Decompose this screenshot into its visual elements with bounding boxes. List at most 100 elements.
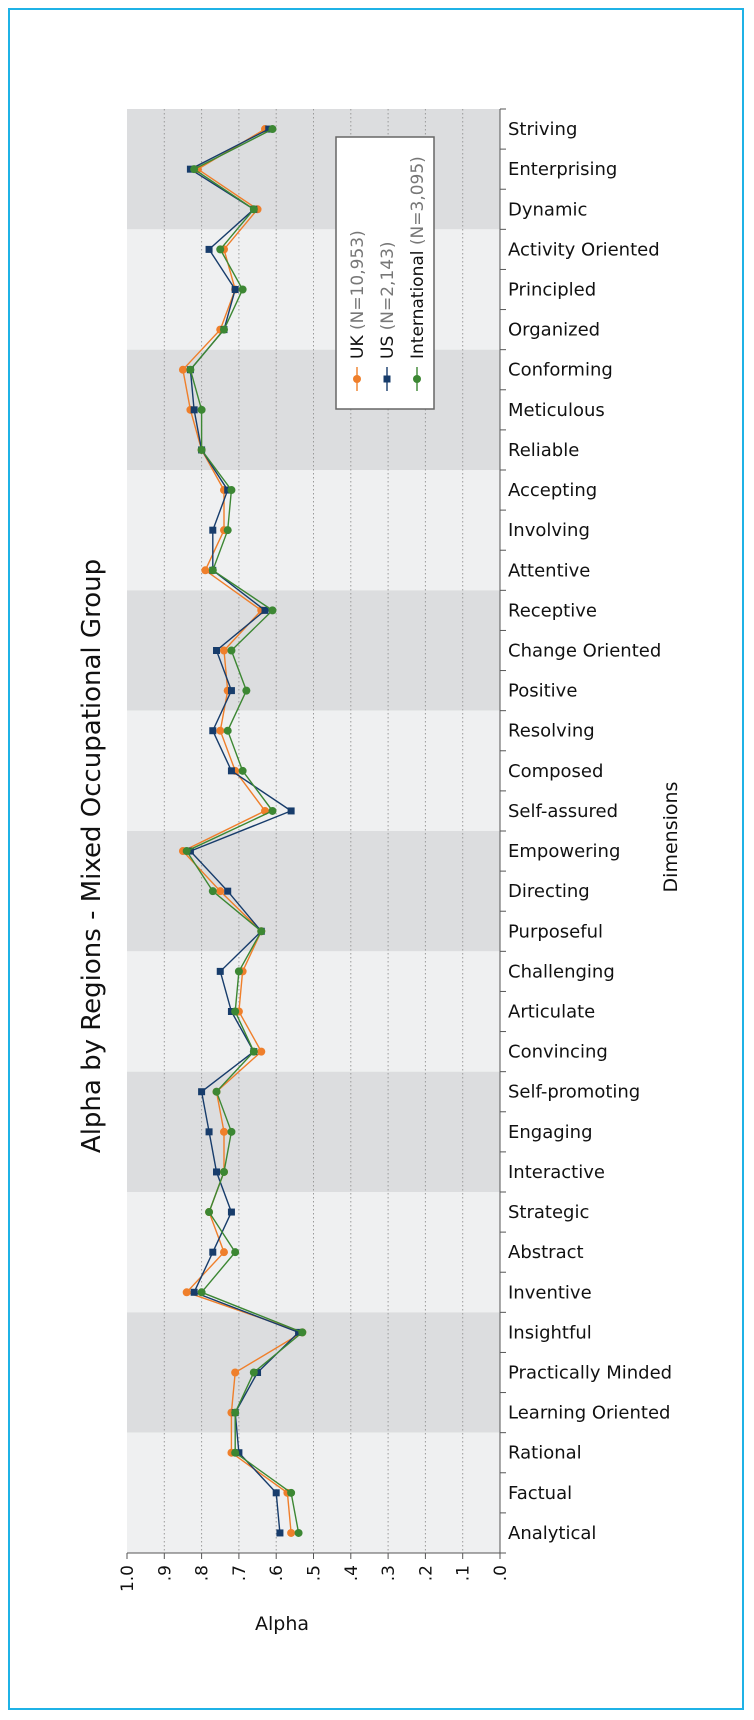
category-label: Striving [508, 119, 577, 140]
y-axis-title: Dimensions [660, 781, 682, 893]
series-point [272, 1489, 280, 1497]
x-tick-label: .6 [267, 1565, 287, 1581]
series-point [227, 486, 236, 495]
x-tick-label: .1 [454, 1565, 474, 1581]
series-point [208, 566, 217, 575]
category-label: Practically Minded [508, 1363, 672, 1384]
series-point [186, 365, 195, 374]
series-point [223, 726, 232, 735]
x-tick-label: 1.0 [118, 1565, 138, 1592]
category-label: Challenging [508, 961, 615, 982]
series-point [209, 727, 217, 735]
series-point [219, 1127, 228, 1136]
chart-title: Alpha by Regions - Mixed Occupational Gr… [77, 558, 107, 1154]
series-point [216, 245, 225, 254]
x-tick-label: .7 [230, 1565, 250, 1581]
category-label: Inventive [508, 1282, 592, 1303]
category-label: Factual [508, 1483, 572, 1504]
series-point [178, 365, 187, 374]
category-label: Analytical [508, 1523, 596, 1544]
series-point [190, 406, 198, 414]
series-point [249, 205, 258, 214]
series-point [287, 1528, 296, 1537]
legend-label: International (N=3,095) [408, 156, 428, 359]
category-label: Reliable [508, 440, 579, 461]
series-point [182, 1288, 191, 1297]
series-point [227, 767, 235, 775]
category-label: Activity Oriented [508, 239, 660, 260]
series-point [231, 1248, 240, 1257]
series-point [205, 245, 213, 253]
series-point [197, 445, 206, 454]
category-label: Empowering [508, 841, 620, 862]
x-tick-label: .2 [416, 1565, 436, 1581]
category-label: Receptive [508, 600, 597, 621]
series-line [185, 128, 304, 1534]
category-label: Principled [508, 280, 596, 301]
category-label: Composed [508, 761, 603, 782]
category-label: Purposeful [508, 921, 603, 942]
series-point [287, 807, 295, 815]
series-point [276, 1529, 284, 1537]
series-point [209, 526, 217, 534]
band [127, 1432, 500, 1553]
series-point [268, 806, 277, 815]
series-point [238, 285, 247, 294]
category-label: Change Oriented [508, 641, 661, 662]
category-label: Positive [508, 681, 577, 702]
series-point [197, 405, 206, 414]
series-point [197, 1288, 206, 1297]
category-label: Self-promoting [508, 1082, 640, 1103]
x-tick-label: .8 [193, 1565, 213, 1581]
series-point [249, 1368, 258, 1377]
series-line [181, 128, 304, 1533]
series-point [205, 1208, 214, 1217]
series-point [213, 647, 221, 654]
series-point [190, 1288, 198, 1296]
legend-label: UK (N=10,953) [348, 230, 368, 359]
category-label: Interactive [508, 1162, 605, 1183]
series-point [261, 606, 269, 614]
series-point [219, 1167, 228, 1176]
series-point [227, 1127, 236, 1136]
series-point [268, 125, 277, 134]
series-point [209, 1248, 217, 1256]
series-point [227, 687, 235, 695]
category-label: Directing [508, 881, 590, 902]
x-tick-label: .4 [342, 1565, 362, 1581]
category-label: Abstract [508, 1242, 584, 1263]
legend-swatch-marker [413, 375, 421, 383]
category-label: Organized [508, 320, 600, 341]
category-label: Dynamic [508, 199, 587, 220]
series-point [219, 1248, 228, 1257]
series-point [249, 1047, 258, 1056]
category-label: Resolving [508, 721, 595, 742]
series-point [242, 686, 251, 695]
x-tick-label: .5 [305, 1565, 325, 1581]
series-point [182, 847, 191, 856]
band [127, 710, 500, 831]
series-point [219, 646, 228, 655]
series-point [219, 325, 228, 334]
category-label: Accepting [508, 480, 597, 501]
category-label: Strategic [508, 1202, 589, 1223]
category-label: Insightful [508, 1322, 592, 1343]
series-point [231, 1448, 240, 1457]
series-point [224, 887, 232, 895]
category-label: Involving [508, 520, 590, 541]
category-label: Learning Oriented [508, 1403, 670, 1424]
series-point [238, 766, 247, 775]
series-point [227, 646, 236, 655]
category-label: Conforming [508, 360, 613, 381]
series-point [216, 967, 224, 975]
series-point [294, 1528, 303, 1537]
series-point [201, 566, 210, 575]
category-label: Enterprising [508, 159, 617, 180]
series-point [205, 1128, 213, 1136]
series-point [208, 887, 217, 896]
series-point [198, 1088, 206, 1096]
category-label: Attentive [508, 560, 590, 581]
series-point [213, 1168, 221, 1176]
category-label: Convincing [508, 1042, 608, 1063]
